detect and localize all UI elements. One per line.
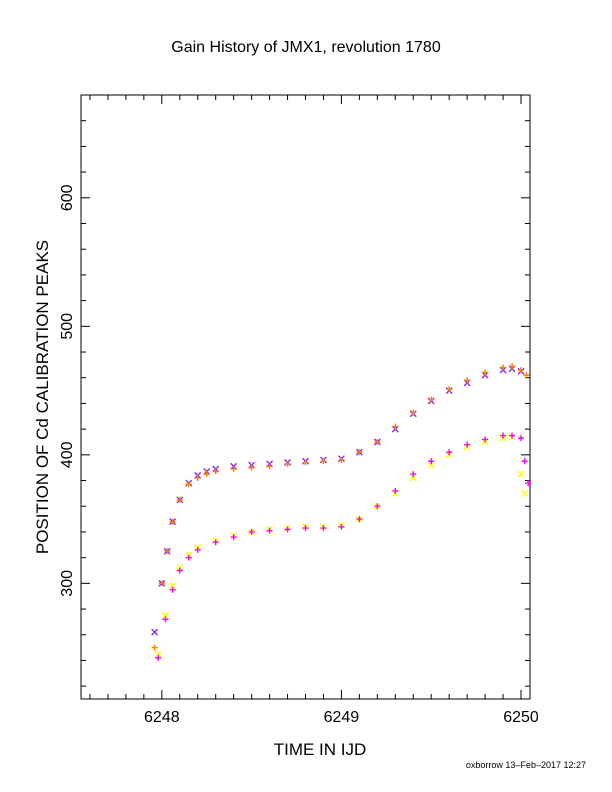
x-axis: 6248 6249 6250 [89,95,539,726]
data-point [500,432,507,439]
data-point [338,523,345,530]
data-point [518,367,525,374]
data-point [284,460,291,467]
data-point [266,463,273,470]
data-point [151,644,158,651]
data-point [161,611,169,619]
data-point [169,586,176,593]
data-point [212,468,219,475]
data-point [176,496,183,503]
data-point [427,461,435,469]
x-axis-label: TIME IN IJD [274,740,367,759]
data-point [446,449,453,456]
data-point [464,441,471,448]
data-point [155,654,162,661]
data-point [525,480,532,487]
data-point [185,481,192,488]
series-4 [155,432,532,661]
data-point [356,516,363,523]
data-point [176,567,183,574]
plot-frame [80,94,531,700]
data-point [320,525,327,532]
data-point [302,459,309,466]
data-point [428,396,435,403]
y-tick-label: 600 [59,184,76,211]
data-point [521,489,529,497]
data-point [248,464,255,471]
data-point [409,474,417,482]
series-3 [154,433,529,658]
data-point [482,436,489,443]
x-tick-label: 6249 [324,709,360,726]
data-point [517,470,525,478]
data-point [302,525,309,532]
data-point [230,465,237,472]
data-point [320,458,327,465]
data-point [374,503,381,510]
data-point [446,386,453,393]
y-axis: 300 400 500 600 [59,94,530,687]
data-point [164,548,171,555]
series-2 [151,363,530,651]
data-point [266,527,273,534]
data-point [521,458,528,465]
data-point [230,534,237,541]
footer-credit: oxborrow 13–Feb–2017 12:27 [466,760,586,770]
data-point [185,554,192,561]
x-tick-label: 6250 [503,709,539,726]
x-tick-label: 6248 [144,709,180,726]
data-point [509,363,516,370]
data-point [162,616,169,623]
data-point [194,546,201,553]
data-point [212,539,219,546]
data-point [392,487,399,494]
data-point [284,526,291,533]
y-axis-label: POSITION OF Cd CALIBRATION PEAKS [33,240,52,554]
series-1 [151,365,525,636]
data-point [509,432,516,439]
data-point [151,628,159,636]
data-point [500,364,507,371]
data-point [248,528,255,535]
data-point [158,580,165,587]
data-point [338,456,345,463]
data-point [203,471,210,478]
data-point [392,423,399,430]
data-point [194,474,201,481]
chart-title: Gain History of JMX1, revolution 1780 [171,39,441,56]
data-point [523,372,530,379]
y-tick-label: 400 [59,441,76,468]
y-tick-label: 300 [59,570,76,597]
data-series [151,363,532,661]
data-point [410,409,417,416]
data-point [428,458,435,465]
data-point [464,377,471,384]
data-point [154,650,162,658]
data-point [374,438,381,445]
data-point [169,518,176,525]
data-point [169,582,177,590]
data-point [482,369,489,376]
y-tick-label: 500 [59,313,76,340]
data-point [410,471,417,478]
data-point [356,449,363,456]
data-point [518,435,525,442]
